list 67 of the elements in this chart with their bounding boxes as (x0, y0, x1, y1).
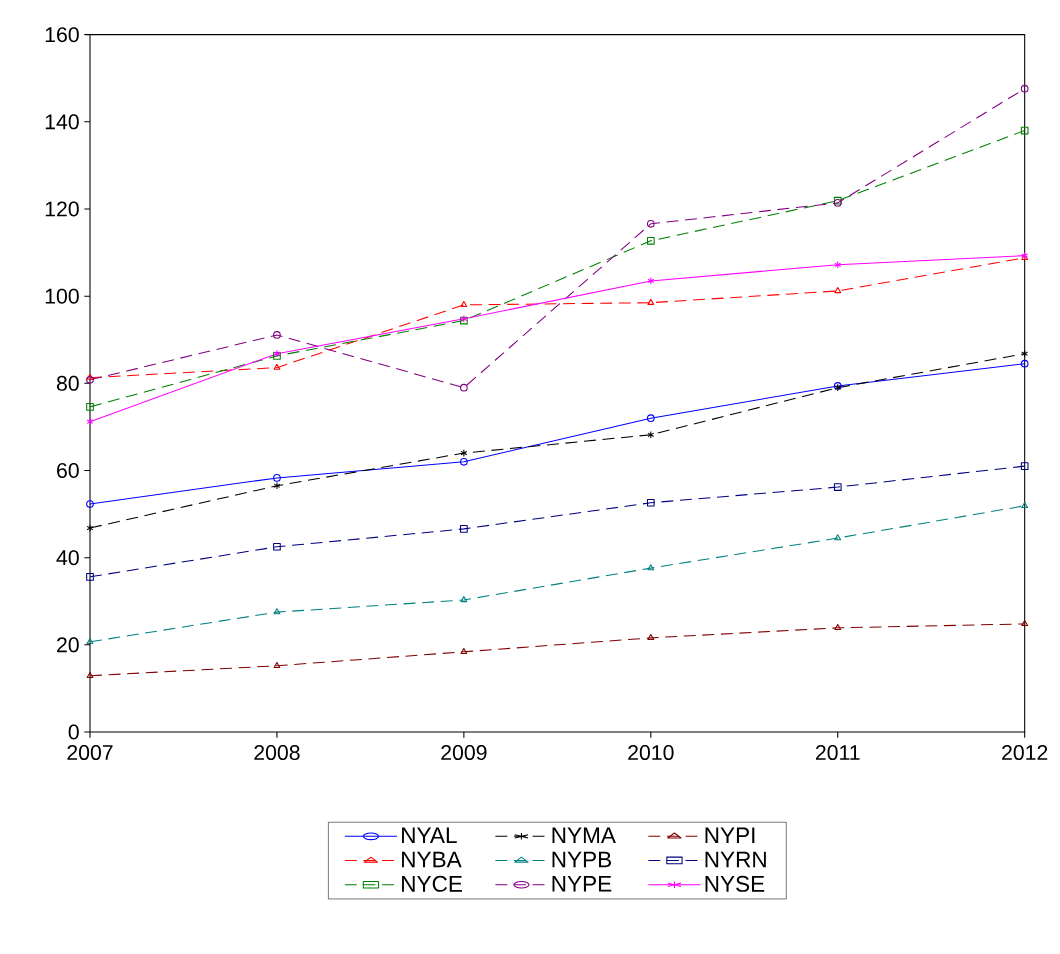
point (834, 260, 842, 269)
point (460, 449, 468, 457)
point (86, 403, 94, 411)
point (86, 572, 94, 581)
point (86, 500, 94, 508)
point (647, 564, 655, 571)
y-tick-label: 100 (45, 288, 79, 304)
point (460, 301, 468, 308)
point (86, 524, 94, 532)
point (647, 634, 655, 641)
point (647, 430, 655, 439)
point (273, 331, 281, 339)
point (646, 236, 655, 245)
legend-label: NYCE (402, 875, 462, 892)
legend-label: NYPE (552, 875, 612, 892)
point (86, 637, 94, 644)
y-tick-label: 20 (57, 637, 79, 653)
point (460, 383, 468, 392)
point (646, 414, 655, 423)
y-tick-label: 120 (45, 201, 79, 217)
point (1020, 359, 1029, 368)
y-tick-label: 80 (56, 375, 79, 391)
point (86, 417, 94, 426)
y-tick-label: 0 (68, 724, 79, 740)
point (834, 534, 842, 541)
point (647, 298, 655, 305)
y-tick-label: 160 (45, 27, 79, 43)
legend-label: NYAL (402, 827, 457, 844)
point (273, 474, 281, 482)
point (833, 483, 842, 491)
point (646, 219, 655, 228)
point (1021, 501, 1029, 508)
point (1021, 349, 1029, 358)
point (834, 287, 842, 294)
legend-label: NYPI (705, 827, 755, 844)
point (86, 375, 94, 384)
legend-label: NYPB (552, 851, 612, 868)
y-tick-label: 40 (56, 550, 79, 566)
x-tick-label: 2008 (254, 745, 300, 761)
x-tick-label: 2012 (1002, 745, 1048, 761)
point (1021, 620, 1029, 627)
point (273, 661, 281, 668)
point (646, 498, 655, 507)
point (647, 277, 655, 285)
x-tick-label: 2009 (441, 745, 487, 761)
x-tick-label: 2007 (67, 745, 113, 761)
legend-label: NYMA (552, 827, 616, 844)
point (460, 596, 468, 603)
point (1020, 84, 1029, 93)
y-tick-label: 140 (45, 114, 79, 130)
point (1020, 126, 1029, 135)
point (1020, 462, 1029, 470)
point (460, 647, 468, 654)
point (834, 623, 842, 631)
point (86, 671, 94, 678)
x-tick-label: 2011 (815, 745, 860, 761)
y-tick-label: 60 (57, 462, 79, 479)
x-tick-label: 2010 (628, 745, 674, 761)
legend-label: NYRN (705, 851, 766, 868)
point (460, 525, 468, 533)
point (273, 608, 281, 615)
point (273, 481, 281, 490)
legend-label: NYSE (705, 875, 765, 892)
point (273, 542, 281, 551)
point (460, 457, 468, 466)
legend-label: NYBA (402, 851, 462, 868)
point (273, 363, 281, 370)
